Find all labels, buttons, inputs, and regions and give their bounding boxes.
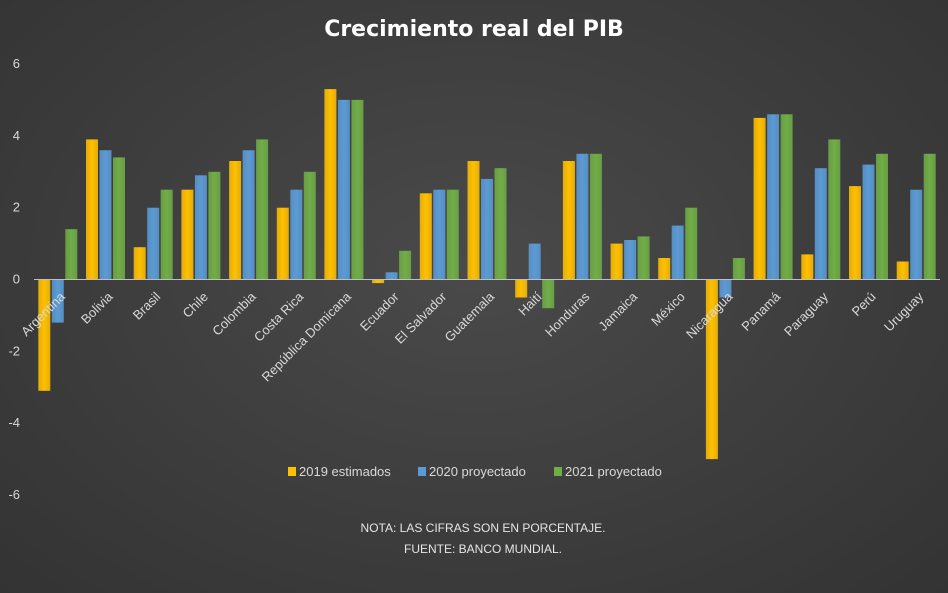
- y-tick-label: 2: [13, 200, 20, 215]
- bar-2021-proyectado-perú: [876, 153, 888, 280]
- bars: [38, 89, 936, 460]
- bar-2019-estimados-república-domicana: [324, 89, 337, 280]
- bar-2020-proyectado-bolivia: [99, 150, 112, 280]
- bar-2019-estimados-haití: [515, 279, 528, 298]
- bar-2019-estimados-bolivia: [86, 139, 98, 280]
- x-tick-label: Panamá: [738, 288, 783, 333]
- bar-2021-proyectado-nicaragua: [732, 258, 745, 280]
- bar-2019-estimados-chile: [181, 189, 194, 280]
- bar-2021-proyectado-colombia: [256, 139, 269, 280]
- bar-2021-proyectado-uruguay: [923, 153, 936, 280]
- x-tick-label: Uruguay: [881, 289, 927, 335]
- y-axis-ticks: 6 4 2 0 -2 -4 -6: [8, 56, 20, 502]
- bar-2020-proyectado-nicaragua: [719, 279, 732, 298]
- legend-swatch: [554, 467, 562, 476]
- x-tick-label: Paraguay: [781, 289, 831, 339]
- bar-2021-proyectado-costa-rica: [303, 171, 316, 280]
- bar-2021-proyectado-brasil: [160, 189, 173, 280]
- bar-2021-proyectado-ecuador: [399, 250, 412, 280]
- bar-2020-proyectado-paraguay: [814, 168, 827, 280]
- bar-2020-proyectado-uruguay: [910, 189, 923, 280]
- bar-2019-estimados-guatemala: [467, 161, 480, 280]
- bar-2019-estimados-honduras: [562, 161, 575, 280]
- x-tick-label: México: [648, 289, 688, 329]
- bar-2019-estimados-nicaragua: [705, 279, 718, 460]
- bar-2021-proyectado-argentina: [65, 229, 78, 280]
- bar-2019-estimados-brasil: [133, 247, 146, 280]
- x-tick-label: Colombia: [209, 288, 259, 338]
- bar-2019-estimados-el-salvador: [419, 193, 432, 280]
- bar-2021-proyectado-haití: [542, 279, 555, 309]
- legend: 2019 estimados 2020 proyectado 2021 proyec…: [288, 464, 662, 479]
- bar-2020-proyectado-brasil: [147, 207, 160, 280]
- bar-2020-proyectado-jamaica: [624, 240, 637, 280]
- bar-2021-proyectado-el-salvador: [446, 189, 459, 280]
- x-tick-label: Perú: [849, 289, 879, 319]
- bar-2020-proyectado-colombia: [242, 150, 255, 280]
- legend-label: 2020 proyectado: [429, 464, 526, 479]
- bar-2019-estimados-argentina: [38, 279, 51, 391]
- bar-2021-proyectado-méxico: [685, 207, 698, 280]
- legend-label: 2019 estimados: [299, 464, 391, 479]
- x-tick-label: El Salvador: [392, 289, 450, 347]
- chart-title: Crecimiento real del PIB: [324, 17, 624, 42]
- x-axis-labels: Argentina Bolivia Brasil ChileColombiaCosta…: [18, 288, 927, 384]
- bar-2019-estimados-costa-rica: [276, 207, 289, 280]
- y-tick-label: -4: [8, 415, 20, 430]
- bar-2020-proyectado-chile: [194, 175, 207, 280]
- bar-2020-proyectado-costa-rica: [290, 189, 303, 280]
- y-tick-label: -6: [8, 487, 20, 502]
- bar-2020-proyectado-perú: [862, 164, 875, 280]
- x-tick-label: Brasil: [130, 289, 164, 323]
- y-tick-label: 0: [13, 272, 20, 287]
- bar-2020-proyectado-guatemala: [481, 178, 493, 280]
- bar-2019-estimados-panamá: [753, 117, 766, 280]
- bar-2021-proyectado-panamá: [780, 114, 793, 280]
- y-tick-label: 4: [13, 128, 20, 143]
- legend-label: 2021 proyectado: [565, 464, 662, 479]
- bar-2020-proyectado-panamá: [767, 114, 780, 280]
- bar-2021-proyectado-honduras: [589, 153, 602, 280]
- x-tick-label: Chile: [179, 289, 211, 321]
- y-tick-label: -2: [8, 343, 20, 358]
- bar-2019-estimados-colombia: [229, 161, 242, 280]
- bar-2020-proyectado-méxico: [671, 225, 684, 280]
- note-line-2: FUENTE: BANCO MUNDIAL.: [404, 542, 562, 556]
- bar-2020-proyectado-república-domicana: [337, 99, 350, 280]
- note-line-1: NOTA: LAS CIFRAS SON EN PORCENTAJE.: [361, 521, 606, 535]
- bar-2021-proyectado-jamaica: [637, 236, 650, 280]
- legend-swatch: [418, 467, 426, 476]
- bar-2021-proyectado-guatemala: [494, 168, 507, 280]
- bar-2020-proyectado-honduras: [576, 153, 589, 280]
- bar-2021-proyectado-paraguay: [828, 139, 841, 280]
- x-tick-label: Ecuador: [357, 289, 402, 334]
- x-tick-label: Bolivia: [78, 288, 116, 326]
- bar-2020-proyectado-ecuador: [385, 272, 398, 280]
- bar-2020-proyectado-haití: [528, 243, 541, 280]
- bar-2020-proyectado-argentina: [51, 279, 64, 323]
- bar-2019-estimados-méxico: [658, 258, 671, 280]
- bar-2021-proyectado-república-domicana: [351, 99, 364, 280]
- bar-2020-proyectado-el-salvador: [433, 189, 446, 280]
- bar-2019-estimados-uruguay: [896, 261, 909, 280]
- legend-swatch: [288, 467, 296, 476]
- bar-2021-proyectado-chile: [208, 171, 221, 280]
- bar-2019-estimados-jamaica: [610, 243, 623, 280]
- bar-2019-estimados-ecuador: [372, 279, 385, 284]
- y-tick-label: 6: [13, 56, 20, 71]
- bar-2019-estimados-perú: [849, 186, 861, 280]
- bar-2021-proyectado-bolivia: [113, 157, 125, 280]
- bar-2019-estimados-paraguay: [801, 254, 814, 280]
- x-tick-label: Jamaica: [595, 288, 640, 333]
- x-tick-label: Guatemala: [442, 288, 498, 344]
- x-tick-label: República Domicana: [259, 288, 355, 384]
